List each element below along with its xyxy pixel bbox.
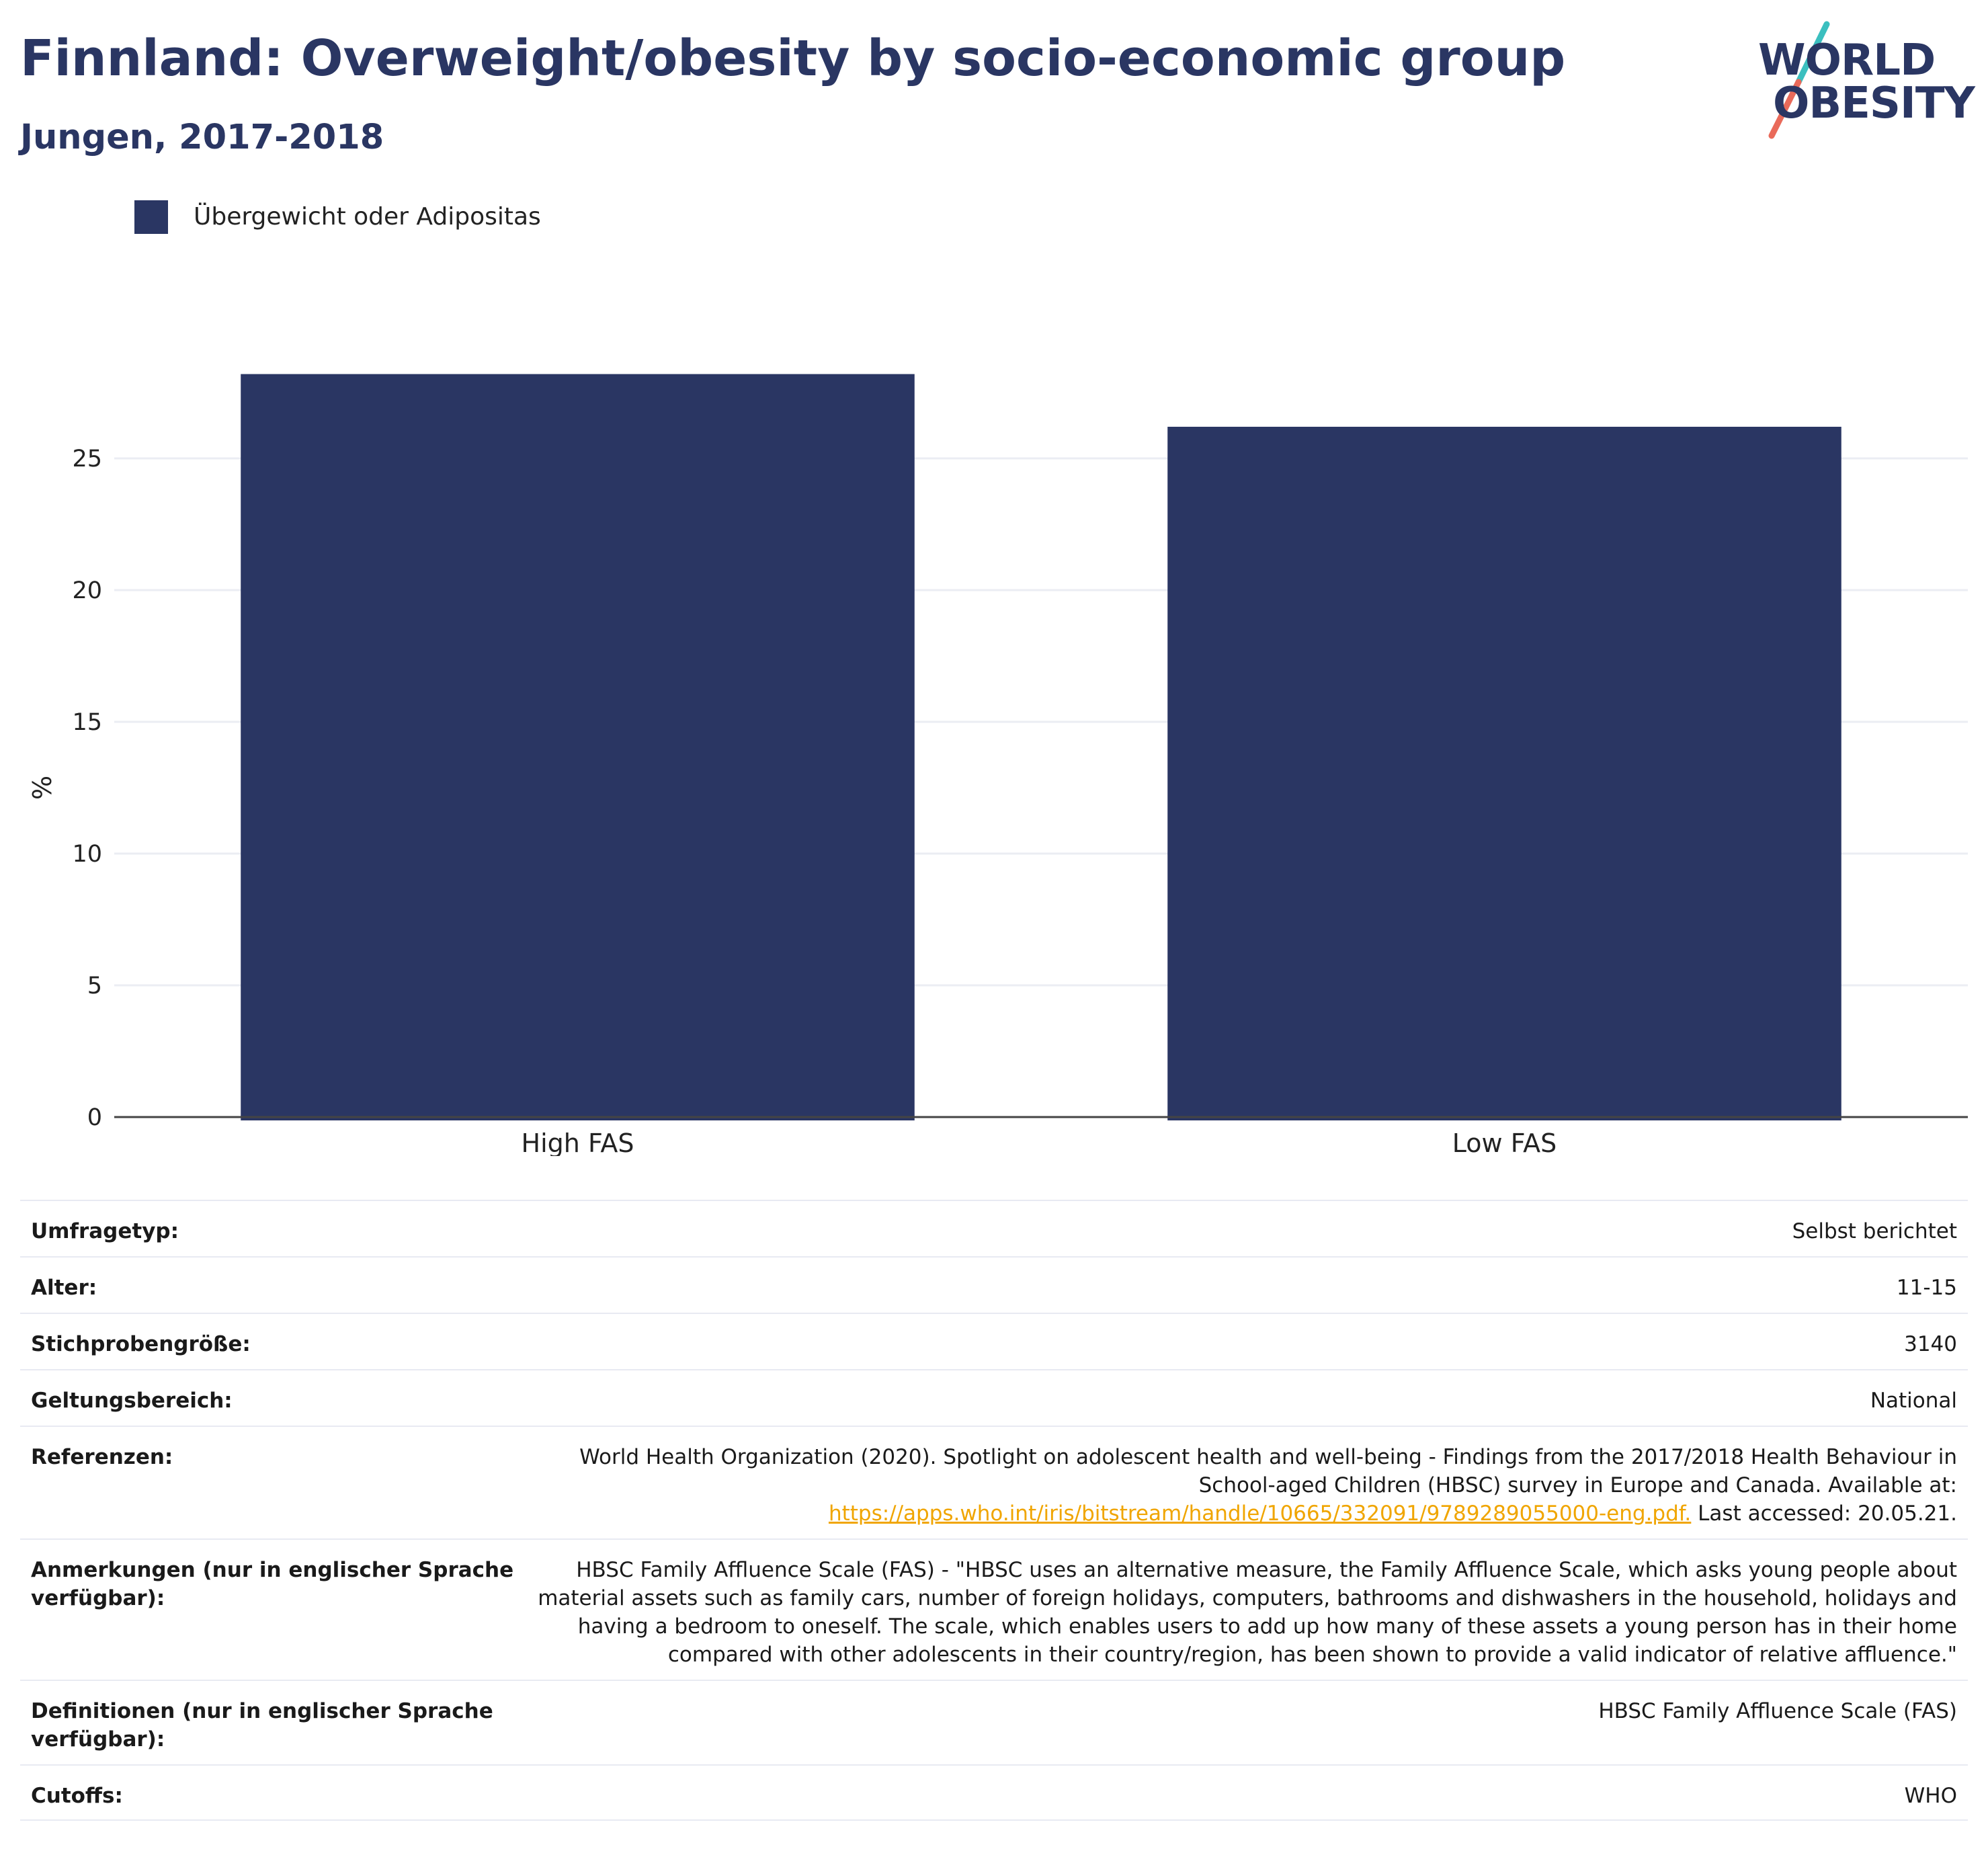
logo-text-obesity: OBESITY	[1773, 79, 1975, 128]
y-axis-label: %	[28, 776, 57, 800]
chart-title: Finnland: Overweight/obesity by socio-ec…	[20, 30, 1566, 87]
legend-label: Übergewicht oder Adipositas	[194, 203, 541, 231]
y-tick-label: 15	[72, 709, 102, 736]
y-tick-label: 5	[87, 973, 102, 999]
reference-text: World Health Organization (2020). Spotli…	[579, 1445, 1957, 1497]
x-tick-label: High FAS	[522, 1128, 634, 1156]
info-row-value: 11-15	[1896, 1276, 1957, 1300]
x-tick-label: Low FAS	[1452, 1128, 1557, 1156]
logo-text-world: WORLD	[1758, 36, 1936, 85]
reference-link[interactable]: https://apps.who.int/iris/bitstream/hand…	[828, 1502, 1692, 1526]
legend-swatch	[134, 200, 168, 234]
info-row-label: Anmerkungen (nur in englischer Sprache v…	[31, 1558, 514, 1610]
logo-slash-icon	[1768, 21, 1830, 139]
info-row-value: Selbst berichtet	[1792, 1219, 1957, 1243]
info-row-label: Umfragetyp:	[31, 1219, 179, 1243]
bar-low-fas	[1167, 426, 1841, 1121]
y-tick-label: 25	[72, 446, 102, 472]
y-tick-label: 10	[72, 841, 102, 868]
info-row-label: Stichprobengröße:	[31, 1332, 251, 1356]
info-row-value: World Health Organization (2020). Spotli…	[526, 1443, 1957, 1528]
info-row: Definitionen (nur in englischer Sprache …	[20, 1680, 1968, 1764]
info-row: Cutoffs: WHO	[20, 1764, 1968, 1821]
reference-accessed-text: Last accessed: 20.05.21.	[1691, 1502, 1957, 1526]
info-row-value: HBSC Family Affluence Scale (FAS)	[1598, 1699, 1957, 1723]
info-row-label: Geltungsbereich:	[31, 1389, 233, 1413]
info-row-value: 3140	[1904, 1332, 1957, 1356]
bar-high-fas	[241, 374, 915, 1120]
info-row: Umfragetyp: Selbst berichtet	[20, 1200, 1968, 1256]
info-row-value: WHO	[1904, 1784, 1957, 1808]
world-obesity-logo: WORLD OBESITY	[1747, 19, 1976, 140]
y-tick-label: 20	[72, 577, 102, 604]
info-row: Referenzen: World Health Organization (20…	[20, 1426, 1968, 1538]
y-tick-label: 0	[87, 1104, 102, 1131]
info-row-value: National	[1870, 1389, 1957, 1413]
info-row: Alter: 11-15	[20, 1256, 1968, 1313]
info-row-label: Alter:	[31, 1276, 97, 1300]
info-row-label: Definitionen (nur in englischer Sprache …	[31, 1699, 493, 1752]
info-row-value: HBSC Family Affluence Scale (FAS) - "HBS…	[538, 1558, 1957, 1667]
info-row-label: Cutoffs:	[31, 1784, 123, 1808]
bar-chart: 0 5 10 15 20 25% High FAS Low FAS	[28, 374, 1968, 1156]
info-row: Geltungsbereich: National	[20, 1369, 1968, 1426]
info-table: Umfragetyp: Selbst berichtet Alter: 11-15 St…	[20, 1200, 1968, 1821]
info-row: Stichprobengröße: 3140	[20, 1313, 1968, 1369]
info-row-label: Referenzen:	[31, 1445, 173, 1469]
info-row: Anmerkungen (nur in englischer Sprache v…	[20, 1538, 1968, 1680]
chart-subtitle: Jungen, 2017-2018	[20, 118, 384, 157]
